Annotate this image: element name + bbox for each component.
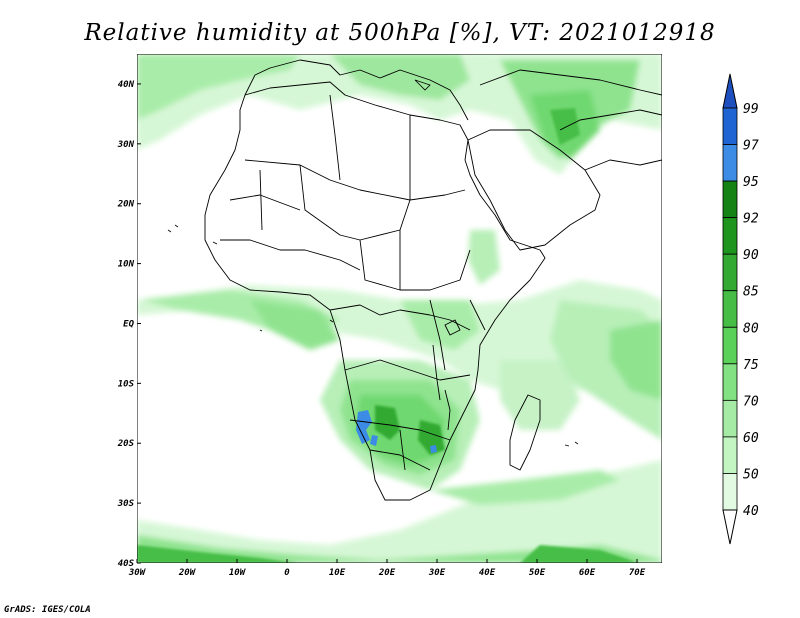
- colorbar-tick-label: 60: [743, 431, 759, 446]
- humidity-shading: [137, 54, 662, 563]
- colorbar-swatch: [722, 253, 738, 292]
- grads-credit: GrADS: IGES/COLA: [4, 605, 91, 615]
- longitude-tick-label: 20E: [378, 568, 396, 578]
- colorbar-swatch: [722, 107, 738, 145]
- country-borders: [204, 59, 662, 501]
- latitude-tick-label: 20S: [117, 439, 135, 449]
- latitude-tick-label: 10S: [118, 379, 135, 389]
- colorbar-tick-label: 92: [743, 212, 759, 227]
- islands: [167, 79, 579, 447]
- longitude-tick-label: 20W: [178, 568, 197, 578]
- longitude-tick-label: 10W: [229, 568, 247, 578]
- longitude-tick-label: 0: [284, 568, 290, 578]
- colorbar-swatch: [722, 473, 738, 511]
- colorbar-swatch: [722, 290, 738, 328]
- colorbar-tick-label: 50: [743, 467, 759, 482]
- latitude-tick-label: 10N: [118, 260, 135, 270]
- humidity-95-patches: [356, 410, 437, 453]
- longitude-tick-labels: 30W 20W 10W 0 10E 20E 30E 40E 50E 60E 70E: [128, 568, 646, 578]
- longitude-tick-label: 70E: [629, 568, 646, 578]
- longitude-tick-label: 30W: [128, 568, 147, 578]
- colorbar-tick-label: 85: [743, 285, 759, 300]
- colorbar-swatch: [722, 399, 738, 438]
- longitude-tick-label: 10E: [329, 568, 346, 578]
- colorbar-tick-label: 80: [743, 321, 759, 336]
- latitude-tick-label: 40S: [118, 559, 135, 569]
- colorbar-tick-label: 90: [743, 248, 759, 263]
- latitude-tick-label: 40N: [118, 80, 135, 90]
- colorbar-swatch: [722, 180, 738, 219]
- axis-tick-marks: [136, 83, 638, 564]
- map-plot-area: [137, 54, 662, 563]
- colorbar-tick-label: 70: [743, 394, 759, 409]
- colorbar-swatch: [722, 144, 738, 182]
- humidity-shading-dark: [137, 108, 640, 563]
- longitude-tick-label: 50E: [529, 568, 546, 578]
- colorbar-bottom-arrow: [722, 509, 738, 545]
- colorbar-tick-label: 40: [743, 504, 759, 519]
- longitude-tick-label: 40E: [479, 568, 496, 578]
- colorbar-tick-label: 97: [743, 139, 759, 154]
- latitude-tick-label: 20N: [117, 200, 135, 210]
- latitude-tick-label: EQ: [123, 319, 134, 329]
- colorbar-swatch: [722, 326, 738, 365]
- latitude-tick-label: 30S: [117, 499, 135, 509]
- colorbar-top-arrow: [722, 73, 738, 109]
- colorbar-swatch: [722, 217, 738, 255]
- colorbar-swatch: [722, 436, 738, 474]
- colorbar-swatch: [722, 363, 738, 401]
- map-title: Relative humidity at 500hPa [%], VT: 202…: [83, 20, 715, 46]
- longitude-tick-label: 60E: [579, 568, 596, 578]
- colorbar-tick-label: 99: [743, 102, 759, 117]
- longitude-tick-label: 30E: [428, 568, 446, 578]
- colorbar-tick-label: 75: [743, 358, 759, 373]
- colorbar-legend: 99 97 95 92 90 85 80 75 70 60 50 40: [722, 73, 759, 545]
- latitude-tick-label: 30N: [117, 140, 135, 150]
- latitude-tick-labels: 40N 30N 20N 10N EQ 10S 20S 30S 40S: [117, 80, 135, 569]
- colorbar-tick-label: 95: [743, 175, 759, 190]
